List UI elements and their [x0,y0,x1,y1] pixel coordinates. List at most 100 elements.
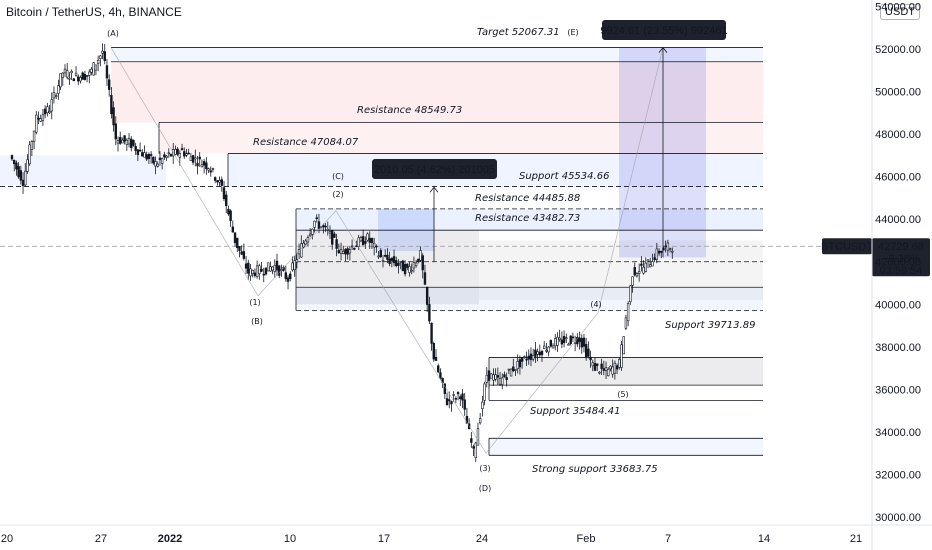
candle-body [96,59,100,64]
annotation-res43482: Resistance 43482.73 [475,213,580,224]
candle-body [61,72,64,78]
pivot-w1: (1) [249,298,260,307]
candle-body [10,155,14,160]
symbol-badge-bg [822,238,872,255]
currency-badge[interactable]: USDT [880,4,920,20]
y-tick-label: 54000.00 [875,1,921,13]
x-tick-label: 21 [850,533,862,545]
chart-title: Bitcoin / TetherUS, 4h, BINANCE [6,5,182,19]
measure-arrowhead-2 [658,46,668,53]
candle-body [324,225,327,228]
candle-body [538,351,541,356]
candle-body [470,438,473,443]
candle-body [549,340,553,347]
candle-body [194,157,197,160]
candle-body [465,416,469,424]
candle-body [655,248,659,260]
candle-body [622,336,625,355]
candle-body [178,153,182,158]
y-tick-label: 36000.00 [875,384,921,396]
candle-body [311,228,314,235]
candle-body [211,168,215,170]
candle-body [339,249,343,255]
candle-body [498,377,502,385]
wave-line [485,312,599,454]
candle-body [258,265,261,275]
candle-body [322,224,325,228]
candle-body [149,154,153,156]
candle-body [505,377,508,380]
candle-body [119,137,122,144]
candle-body [154,161,157,167]
candle-body [485,374,488,383]
y-tick-label: 30000.00 [875,512,921,524]
candle-body [196,162,199,167]
candle-body [176,148,179,155]
candle-body [370,238,374,243]
candle-body [39,118,42,122]
candle-body [587,348,590,357]
candle-body [313,220,316,228]
candle-body [664,245,667,248]
candle-body [633,267,636,276]
candle-body [141,152,144,157]
candle-body [125,139,129,145]
wave-line [257,210,337,297]
y-tick-label: 46000.00 [875,172,921,184]
candle-body [414,262,418,266]
candle-body [613,362,617,374]
candle-body [269,266,272,272]
candle-body [589,356,592,361]
y-tick-label: 38000.00 [875,342,921,354]
candle-body [174,149,177,155]
zone-sup33683 [489,438,763,456]
candle-body [649,264,652,268]
candle-body [384,254,387,257]
candle-body [127,137,131,145]
candle-body [273,265,276,272]
pivot-D: (D) [479,484,491,493]
candle-body [481,401,484,410]
candle-body [445,398,449,405]
candle-body [77,76,80,82]
candle-body [105,65,109,79]
candle-body [244,263,248,269]
candle-body [66,70,69,78]
candle-body [403,263,407,275]
candle-body [518,359,522,368]
pivot-C: (C) [332,172,344,181]
x-tick-label: 7 [665,533,671,545]
candle-body [640,263,643,266]
candle-body [666,242,670,251]
zone-measure-2 [619,47,706,258]
candle-body [527,355,530,360]
candle-body [52,92,56,99]
candle-body [423,272,427,285]
candle-body [620,344,623,368]
measure-box-m1 [372,159,497,179]
candle-body [492,374,495,381]
zone-gray-c [296,230,479,305]
candle-body [432,343,435,360]
candles [10,43,674,463]
candle-body [618,359,621,368]
candle-body [216,180,219,183]
candle-body [70,71,73,74]
candle-body [152,156,155,164]
candle-body [83,73,87,80]
candle-body [342,251,345,254]
pivot-A: (A) [107,29,119,38]
candle-body [236,237,239,248]
candle-body [551,345,555,349]
candle-body [293,260,296,271]
pivot-w4: (4) [590,300,601,309]
candle-body [531,355,535,360]
candle-body [43,108,47,115]
pivot-w3: (3) [479,464,490,473]
candle-body [121,139,124,144]
candle-body [565,337,568,339]
candle-body [399,261,402,263]
candle-body [19,170,23,181]
candle-body [631,276,634,286]
candle-body [452,394,455,396]
